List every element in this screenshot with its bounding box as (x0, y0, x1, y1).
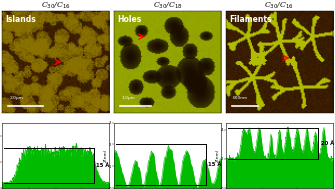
Text: Holes: Holes (117, 15, 141, 24)
Y-axis label: Z(nm): Z(nm) (216, 149, 220, 162)
Text: 15 Å: 15 Å (208, 162, 222, 167)
Text: 15 Å: 15 Å (96, 163, 110, 168)
Text: 2.0μm: 2.0μm (9, 95, 23, 99)
Title: C$_{30}$/C$_{18}$: C$_{30}$/C$_{18}$ (152, 1, 183, 11)
Text: Filaments: Filaments (229, 15, 271, 24)
Y-axis label: Z(nm): Z(nm) (104, 149, 108, 162)
Title: C$_{30}$/C$_{16}$: C$_{30}$/C$_{16}$ (265, 1, 294, 11)
Text: 600nm: 600nm (233, 95, 248, 99)
Text: Islands: Islands (5, 15, 36, 24)
Text: 1.0μm: 1.0μm (121, 95, 135, 99)
Title: C$_{30}$/C$_{16}$: C$_{30}$/C$_{16}$ (41, 1, 70, 11)
Text: 20 Å: 20 Å (321, 141, 335, 146)
